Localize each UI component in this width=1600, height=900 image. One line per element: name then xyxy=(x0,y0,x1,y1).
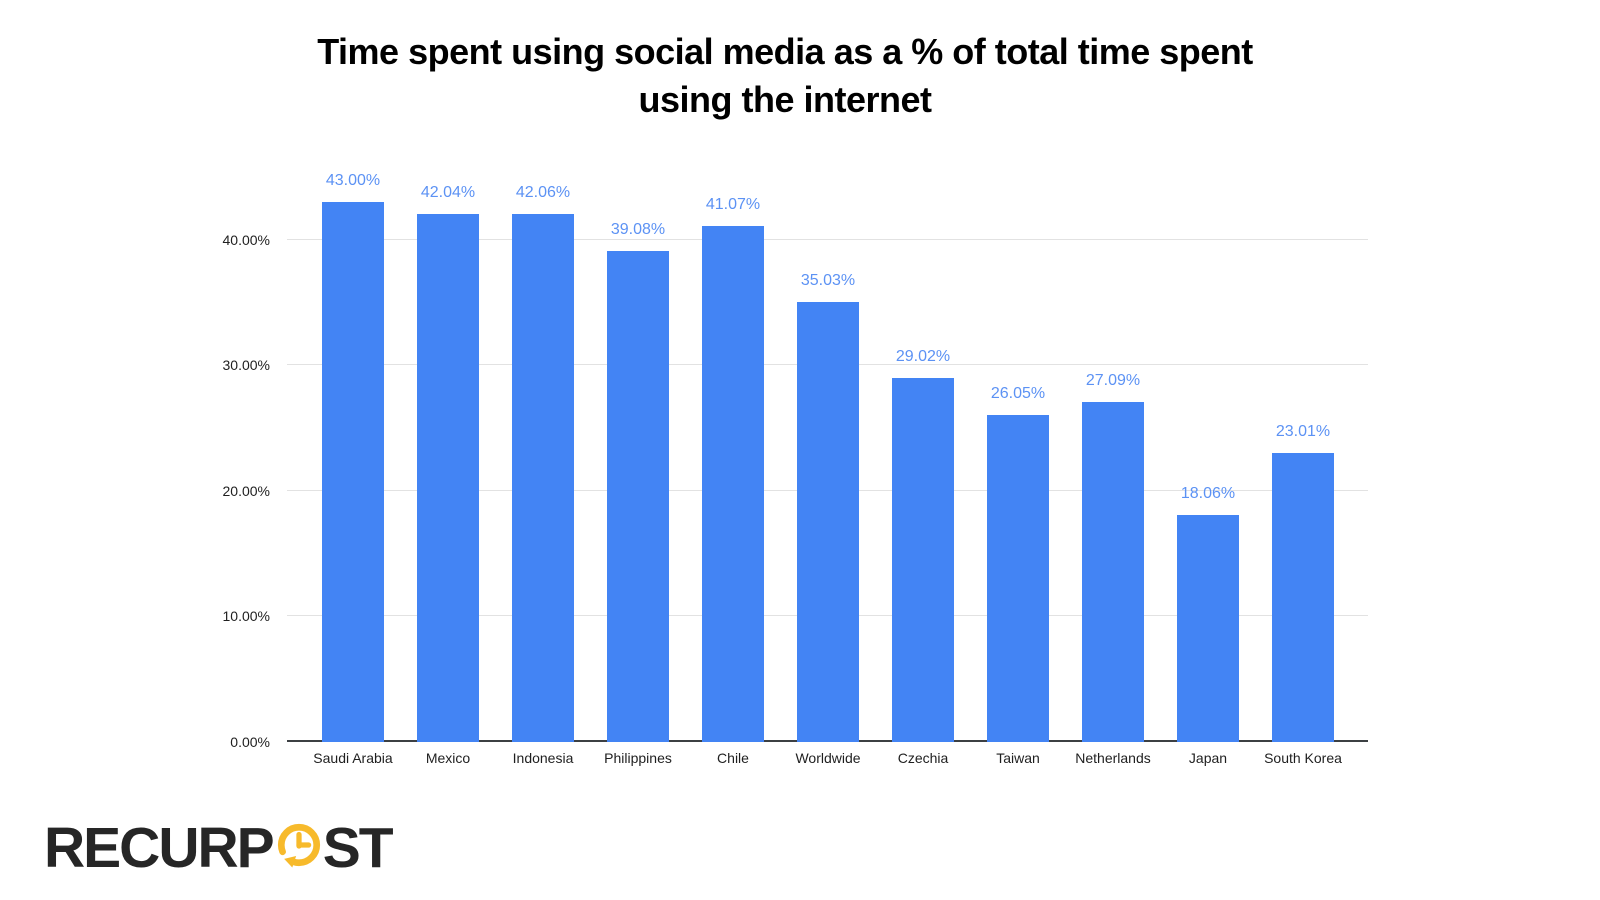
bar-netherlands xyxy=(1082,401,1144,742)
x-axis-label-worldwide: Worldwide xyxy=(795,750,861,766)
bar-czechia xyxy=(892,377,954,742)
x-axis-label-japan: Japan xyxy=(1188,750,1228,766)
bar-mexico xyxy=(417,214,479,742)
y-axis-tick-label: 20.00% xyxy=(222,482,270,499)
x-axis-label-south-korea: South Korea xyxy=(1264,750,1342,766)
bar-japan xyxy=(1177,515,1239,742)
chart-title-line1: Time spent using social media as a % of … xyxy=(317,31,1253,72)
y-axis-tick-label: 10.00% xyxy=(222,608,270,625)
bar-value-label-philippines: 39.08% xyxy=(610,221,666,239)
bar-saudi-arabia xyxy=(322,202,384,742)
bar-chile xyxy=(702,226,764,742)
bar-value-label-indonesia: 42.06% xyxy=(515,183,571,201)
x-axis-label-indonesia: Indonesia xyxy=(512,750,574,766)
bar-value-label-japan: 18.06% xyxy=(1180,485,1236,503)
chart-title-line2: using the internet xyxy=(638,79,932,120)
chart-title: Time spent using social media as a % of … xyxy=(185,28,1385,124)
x-axis-label-chile: Chile xyxy=(717,750,749,766)
bar-value-label-south-korea: 23.01% xyxy=(1275,423,1331,441)
x-axis-label-czechia: Czechia xyxy=(897,750,949,766)
x-axis-label-mexico: Mexico xyxy=(425,750,471,766)
bar-value-label-czechia: 29.02% xyxy=(895,347,951,365)
bar-south-korea xyxy=(1272,453,1334,742)
x-axis-label-taiwan: Taiwan xyxy=(996,750,1040,766)
bar-value-label-netherlands: 27.09% xyxy=(1085,371,1141,389)
logo-text-right: ST xyxy=(322,816,394,880)
clock-recur-icon xyxy=(276,820,322,878)
bar-value-label-taiwan: 26.05% xyxy=(990,384,1046,402)
bar-value-label-saudi-arabia: 43.00% xyxy=(325,172,381,190)
plot-area: 43.00% 42.04% 42.06% 39.08% 41.07% 35.03% 29.0… xyxy=(287,172,1368,742)
logo-text-left: RECURP xyxy=(44,816,275,880)
bar-value-label-worldwide: 35.03% xyxy=(800,272,856,290)
y-axis-tick-label: 30.00% xyxy=(222,357,270,374)
bar-taiwan xyxy=(987,414,1049,742)
recurpost-logo: RECURP ST xyxy=(44,816,394,880)
x-axis-label-saudi-arabia: Saudi Arabia xyxy=(313,750,393,766)
bar-worldwide xyxy=(797,302,859,742)
bar-value-label-mexico: 42.04% xyxy=(420,184,476,202)
bar-value-label-chile: 41.07% xyxy=(705,196,761,214)
y-axis-tick-label: 40.00% xyxy=(222,231,270,248)
bar-philippines xyxy=(607,251,669,742)
bar-indonesia xyxy=(512,213,574,742)
y-axis-tick-label: 0.00% xyxy=(230,734,270,750)
gridline-40 xyxy=(287,238,1368,240)
x-axis-label-netherlands: Netherlands xyxy=(1075,750,1151,766)
x-axis-label-philippines: Philippines xyxy=(604,750,672,766)
